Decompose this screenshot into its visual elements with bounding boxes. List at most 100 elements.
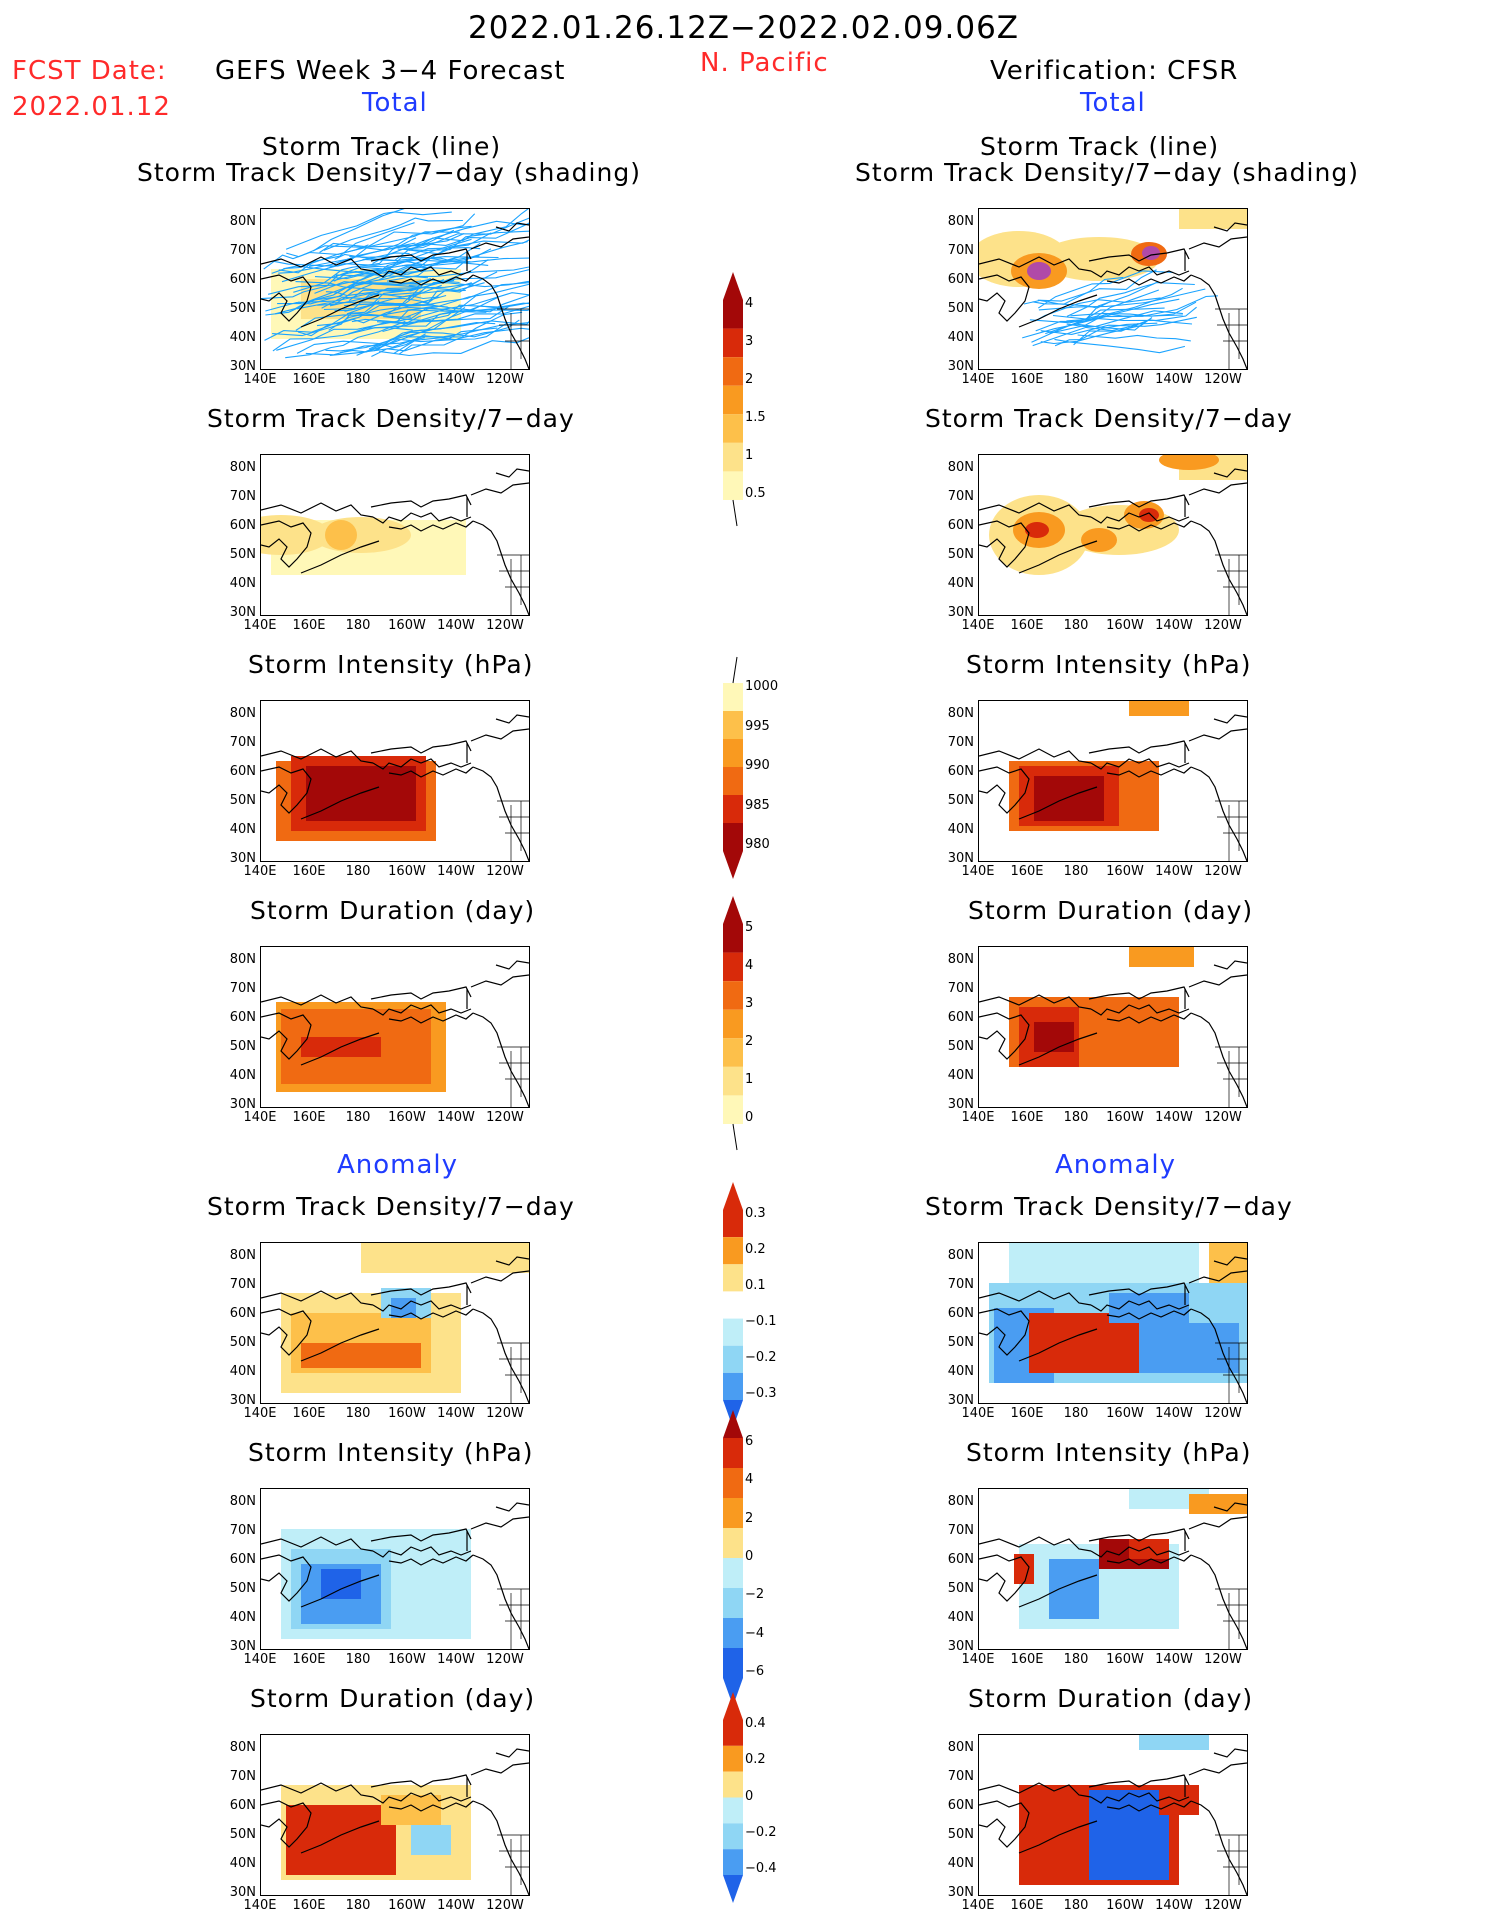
panel-title-track-shading-right: Storm Track Density/7−day (shading) [855, 158, 1359, 187]
panel-title-intensity-anom-left: Storm Intensity (hPa) [248, 1438, 534, 1467]
lon-tick-label: 120W [1204, 1110, 1242, 1125]
colorbar-tick-label: 4 [745, 1472, 754, 1488]
date-range-title: 2022.01.26.12Z−2022.02.09.06Z [468, 10, 1020, 46]
lon-tick-label: 160W [388, 1110, 426, 1125]
lat-tick-label: 60N [229, 1552, 256, 1567]
lat-tick-label: 50N [229, 1581, 256, 1596]
lat-tick-label: 40N [229, 1364, 256, 1379]
lon-tick-label: 140E [961, 618, 995, 633]
lat-tick-label: 40N [947, 1068, 974, 1083]
lat-tick-label: 60N [229, 272, 256, 287]
lon-tick-label: 120W [1204, 372, 1242, 387]
lat-tick-label: 70N [229, 1523, 256, 1538]
lon-tick-label: 140E [243, 372, 277, 387]
lon-tick-label: 180 [1063, 1406, 1089, 1421]
lat-tick-label: 60N [947, 1552, 974, 1567]
panel-title-intensity-left: Storm Intensity (hPa) [248, 650, 534, 679]
colorbar-tick-label: 2 [745, 1034, 754, 1049]
lat-tick-label: 80N [229, 1740, 256, 1755]
colorbar-tick-label: 1000 [745, 679, 779, 694]
colorbar-tick-label: 3 [745, 996, 754, 1011]
lon-tick-label: 180 [345, 1406, 371, 1421]
lat-tick-label: 30N [229, 1097, 256, 1112]
colorbar-tick-label: 4 [745, 958, 754, 973]
lat-tick-label: 80N [229, 214, 256, 229]
lon-tick-label: 140E [243, 1406, 277, 1421]
lon-tick-label: 120W [486, 1110, 524, 1125]
lon-tick-label: 120W [1204, 864, 1242, 879]
lat-tick-label: 60N [229, 1798, 256, 1813]
lat-tick-label: 40N [947, 330, 974, 345]
colorbar-tick-label: 1 [745, 1072, 754, 1087]
lon-tick-label: 140W [437, 864, 475, 879]
lon-tick-label: 160E [292, 372, 326, 387]
lon-tick-label: 140W [437, 618, 475, 633]
colorbar-tick-label: −2 [745, 1587, 765, 1603]
intensity-anom-map-forecast [260, 1488, 530, 1650]
lon-tick-label: 140E [243, 1110, 277, 1125]
lon-tick-label: 120W [486, 1652, 524, 1667]
lat-tick-label: 40N [947, 576, 974, 591]
lat-tick-label: 60N [229, 764, 256, 779]
lon-tick-label: 120W [486, 864, 524, 879]
lat-tick-label: 50N [229, 1335, 256, 1350]
lon-tick-label: 160E [1010, 618, 1044, 633]
lat-tick-label: 30N [947, 1393, 974, 1408]
colorbar-tick-label: 0.1 [745, 1278, 766, 1293]
lat-tick-label: 70N [947, 489, 974, 504]
lon-tick-label: 160W [1106, 1406, 1144, 1421]
duration-anom-colorbar [713, 1690, 793, 1909]
colorbar-tick-label: −0.2 [745, 1350, 777, 1365]
lat-tick-label: 50N [947, 1581, 974, 1596]
track-map-forecast [260, 208, 530, 370]
lat-tick-label: 70N [229, 489, 256, 504]
colorbar-tick-label: 0.3 [745, 1206, 766, 1221]
lat-tick-label: 50N [947, 793, 974, 808]
lat-tick-label: 30N [229, 359, 256, 374]
lat-tick-label: 80N [947, 1494, 974, 1509]
lon-tick-label: 140E [243, 618, 277, 633]
lon-tick-label: 140W [1155, 1406, 1193, 1421]
colorbar-tick-label: 985 [745, 797, 770, 813]
colorbar-tick-label: 2 [745, 1510, 754, 1526]
lat-tick-label: 40N [947, 1364, 974, 1379]
lon-tick-label: 140E [961, 372, 995, 387]
colorbar-tick-label: 0.4 [745, 1716, 766, 1731]
panel-title-duration-anom-right: Storm Duration (day) [968, 1684, 1254, 1713]
lat-tick-label: 50N [229, 301, 256, 316]
lon-tick-label: 140W [437, 1652, 475, 1667]
lon-tick-label: 120W [486, 618, 524, 633]
colorbar-tick-label: −0.3 [745, 1386, 777, 1401]
lat-tick-label: 70N [229, 981, 256, 996]
lat-tick-label: 80N [229, 706, 256, 721]
fcst-date-label: FCST Date: [12, 56, 167, 86]
colorbar-tick-label: 1 [745, 448, 754, 463]
anomaly-label-right: Anomaly [1055, 1150, 1177, 1180]
density-map-verification [978, 454, 1248, 616]
lat-tick-label: 30N [947, 1097, 974, 1112]
duration-anom-map-verification [978, 1734, 1248, 1896]
colorbar-tick-label: 6 [745, 1434, 754, 1449]
colorbar-tick-label: 0 [745, 1788, 754, 1804]
lat-tick-label: 70N [229, 1277, 256, 1292]
lat-tick-label: 30N [947, 1639, 974, 1654]
lat-tick-label: 40N [229, 330, 256, 345]
colorbar-tick-label: 990 [745, 758, 770, 773]
lon-tick-label: 160W [1106, 618, 1144, 633]
lat-tick-label: 70N [947, 981, 974, 996]
lon-tick-label: 160E [292, 864, 326, 879]
density-anom-map-verification [978, 1242, 1248, 1404]
lon-tick-label: 180 [1063, 1110, 1089, 1125]
lat-tick-label: 50N [947, 301, 974, 316]
lon-tick-label: 140E [961, 1110, 995, 1125]
duration-map-forecast [260, 946, 530, 1108]
lat-tick-label: 40N [947, 1856, 974, 1871]
lat-tick-label: 60N [947, 1010, 974, 1025]
lon-tick-label: 160W [388, 618, 426, 633]
lat-tick-label: 50N [229, 1827, 256, 1842]
lon-tick-label: 180 [1063, 1898, 1089, 1913]
colorbar-tick-label: 0.5 [745, 486, 766, 501]
lat-tick-label: 30N [229, 1393, 256, 1408]
lat-tick-label: 30N [229, 605, 256, 620]
lon-tick-label: 160E [292, 1110, 326, 1125]
